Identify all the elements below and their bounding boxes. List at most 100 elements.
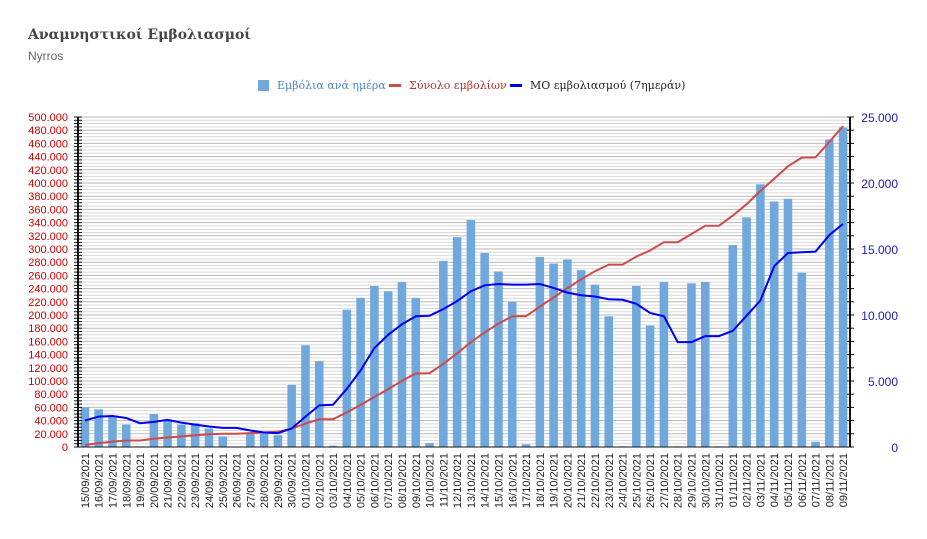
legend-item-total[interactable]: Σύνολο εμβολίων	[389, 79, 507, 92]
left-axis-tick-label: 500.000	[28, 112, 68, 124]
bar	[632, 285, 641, 447]
x-axis-tick-label: 07/11/2021	[811, 453, 823, 507]
x-axis-tick-label: 17/10/2021	[521, 453, 533, 508]
left-axis-tick-label: 280.000	[28, 257, 68, 269]
bar	[576, 270, 586, 447]
x-axis-tick-label: 07/10/2021	[383, 453, 395, 508]
bar	[797, 272, 807, 447]
bar	[108, 416, 117, 447]
right-axis-ticks: 0 5.000 10.000 15.000 20.000 25.000	[861, 111, 898, 455]
bar	[273, 435, 283, 447]
x-axis-tick-label: 22/10/2021	[590, 453, 602, 508]
bar	[383, 291, 393, 447]
bar	[149, 414, 159, 447]
bar	[728, 245, 738, 447]
x-axis-tick-label: 27/10/2021	[659, 453, 671, 508]
avg-line	[84, 223, 844, 435]
left-axis-tick-label: 200.000	[28, 310, 68, 322]
bar	[370, 285, 379, 447]
x-axis-tick-label: 09/10/2021	[411, 453, 423, 508]
legend-item-bars[interactable]: Εμβόλια ανά ημέρα	[258, 79, 386, 92]
x-axis-tick-label: 20/09/2021	[149, 453, 161, 508]
bar	[687, 283, 696, 447]
legend-label-total: Σύνολο εμβολίων	[409, 79, 507, 92]
bar	[342, 309, 352, 447]
chart-title: Αναμνηστικοί Εμβολιασμοί	[28, 27, 252, 43]
bar	[645, 325, 655, 447]
bar	[397, 282, 407, 447]
bar	[659, 282, 669, 447]
x-axis-tick-label: 01/10/2021	[301, 453, 313, 508]
left-axis-tick-label: 240.000	[28, 284, 68, 296]
left-axis-tick-label: 260.000	[28, 270, 68, 282]
bar	[756, 184, 765, 447]
x-axis-tick-label: 23/09/2021	[190, 453, 202, 508]
right-axis-tick-label: 25.000	[861, 111, 898, 125]
bar	[314, 361, 324, 447]
bar	[218, 436, 228, 447]
bar	[507, 301, 517, 447]
bar	[301, 345, 310, 447]
x-axis-tick-label: 27/09/2021	[245, 453, 257, 508]
x-axis-tick-label: 08/10/2021	[397, 453, 409, 508]
bar	[80, 407, 90, 447]
x-axis-tick-label: 31/10/2021	[714, 453, 726, 508]
x-axis-tick-label: 24/10/2021	[618, 453, 630, 508]
legend-item-avg[interactable]: ΜΟ εμβολιασμού (7ημεράν)	[510, 79, 685, 92]
x-axis-tick-label: 05/11/2021	[783, 453, 795, 507]
x-axis-tick-label: 28/09/2021	[259, 453, 271, 508]
x-axis-tick-label: 20/10/2021	[562, 453, 574, 508]
right-axis-tick-label: 10.000	[861, 309, 898, 323]
x-axis-tick-label: 16/09/2021	[94, 453, 106, 508]
x-axis-tick-label: 15/10/2021	[494, 453, 506, 508]
left-axis-tick-label: 420.000	[28, 165, 68, 177]
right-axis-tick-label: 5.000	[868, 375, 898, 389]
x-axis-tick-label: 10/10/2021	[425, 453, 437, 508]
x-axis-tick-label: 26/09/2021	[232, 453, 244, 508]
x-axis-tick-label: 11/10/2021	[438, 453, 450, 507]
x-axis-tick-label: 05/10/2021	[356, 453, 368, 508]
axes	[74, 116, 854, 448]
bar	[700, 282, 710, 447]
bar	[811, 441, 820, 447]
x-axis-tick-label: 28/10/2021	[673, 453, 685, 508]
left-axis-tick-label: 360.000	[28, 204, 68, 216]
x-axis-tick-label: 03/10/2021	[328, 453, 340, 508]
left-axis-tick-label: 100.000	[28, 376, 68, 388]
x-axis-tick-label: 19/10/2021	[549, 453, 561, 508]
left-axis-tick-label: 140.000	[28, 350, 68, 362]
bar	[259, 433, 269, 447]
x-axis-tick-label: 21/09/2021	[163, 453, 175, 508]
bar	[328, 445, 338, 447]
x-axis-tick-label: 29/10/2021	[687, 453, 699, 508]
left-axis-tick-label: 20.000	[34, 429, 68, 441]
x-axis-tick-label: 01/11/2021	[728, 453, 740, 507]
left-axis-tick-label: 480.000	[28, 125, 68, 137]
x-axis-tick-label: 08/11/2021	[824, 453, 836, 507]
bar	[246, 433, 255, 447]
chart-legend: Εμβόλια ανά ημέρα Σύνολο εμβολίων ΜΟ εμβ…	[0, 79, 927, 97]
left-axis-tick-label: 220.000	[28, 297, 68, 309]
x-axis-tick-label: 26/10/2021	[645, 453, 657, 508]
x-axis-tick-label: 15/09/2021	[80, 453, 92, 508]
bar	[494, 271, 503, 447]
bar	[94, 409, 103, 447]
legend-swatch-bars	[258, 80, 269, 91]
left-axis-tick-label: 160.000	[28, 336, 68, 348]
x-axis-tick-label: 14/10/2021	[480, 453, 492, 508]
right-axis-tick-label: 15.000	[861, 243, 898, 257]
bar	[838, 127, 848, 447]
x-axis-tick-label: 25/09/2021	[218, 453, 230, 508]
x-axis-tick-label: 03/11/2021	[755, 453, 767, 507]
bar	[742, 217, 751, 447]
x-axis-tick-label: 13/10/2021	[466, 453, 478, 508]
x-axis-tick-label: 04/10/2021	[342, 453, 354, 508]
bar	[783, 198, 793, 447]
legend-label-bars: Εμβόλια ανά ημέρα	[277, 79, 386, 92]
left-axis-tick-label: 440.000	[28, 152, 68, 164]
x-axis-tick-label: 06/11/2021	[797, 453, 809, 507]
left-axis-ticks: 020.00040.00060.00080.000100.000120.0001…	[28, 112, 68, 454]
bar	[466, 219, 476, 447]
left-axis-tick-label: 400.000	[28, 178, 68, 190]
